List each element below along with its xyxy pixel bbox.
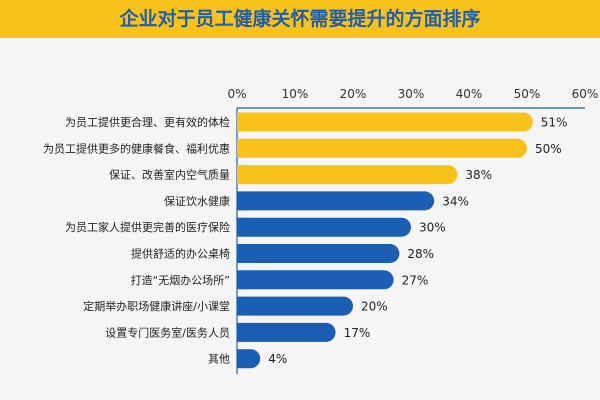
category-label: 保证、改善室内空气质量 bbox=[109, 168, 230, 182]
value-label: 20% bbox=[361, 300, 388, 314]
bar-base bbox=[237, 191, 247, 211]
x-tick-label: 0% bbox=[227, 87, 246, 101]
category-label: 设置专门医务室/医务人员 bbox=[105, 325, 230, 339]
bar bbox=[237, 244, 400, 263]
category-label: 定期举办职场健康讲座/小课堂 bbox=[83, 299, 230, 313]
category-label: 为员工提供更多的健康餐食、福利优惠 bbox=[43, 141, 230, 155]
category-label: 打造“无烟办公场所” bbox=[131, 273, 230, 287]
x-tick-label: 40% bbox=[456, 87, 483, 101]
bar-base bbox=[237, 165, 247, 185]
bar-base bbox=[237, 349, 247, 369]
bar-base bbox=[237, 296, 247, 316]
category-label: 其他 bbox=[208, 353, 230, 366]
category-label: 为员工提供更合理、更有效的体检 bbox=[65, 115, 230, 129]
category-label: 保证饮水健康 bbox=[164, 194, 230, 208]
bar-base bbox=[237, 322, 247, 342]
value-label: 27% bbox=[402, 273, 429, 287]
title-banner bbox=[0, 0, 600, 38]
bar-base bbox=[237, 112, 247, 132]
bar bbox=[237, 322, 336, 342]
value-label: 4% bbox=[268, 352, 287, 366]
x-tick-label: 10% bbox=[282, 87, 309, 101]
x-tick-label: 20% bbox=[340, 87, 367, 101]
value-label: 51% bbox=[541, 116, 568, 130]
x-tick-label: 50% bbox=[514, 87, 541, 101]
bar bbox=[237, 217, 411, 237]
bar-base bbox=[237, 217, 247, 237]
bar-base bbox=[237, 270, 247, 290]
bar-base bbox=[237, 138, 247, 158]
bar bbox=[237, 138, 527, 158]
bar bbox=[237, 296, 353, 316]
value-label: 17% bbox=[344, 326, 371, 340]
bar-base bbox=[237, 244, 247, 263]
category-label: 为员工家人提供更完善的医疗保险 bbox=[65, 220, 230, 234]
bar bbox=[237, 191, 435, 211]
bar bbox=[237, 270, 394, 290]
value-label: 30% bbox=[419, 221, 446, 235]
value-label: 28% bbox=[407, 247, 434, 261]
value-label: 34% bbox=[442, 194, 469, 208]
bar bbox=[237, 165, 458, 185]
value-label: 50% bbox=[535, 142, 562, 156]
category-label: 提供舒适的办公桌椅 bbox=[131, 247, 230, 261]
chart-title: 企业对于员工健康关怀需要提升的方面排序 bbox=[119, 8, 481, 30]
x-tick-label: 30% bbox=[398, 87, 425, 101]
x-tick-label: 60% bbox=[572, 87, 599, 101]
bar bbox=[237, 112, 533, 132]
value-label: 38% bbox=[465, 168, 492, 182]
